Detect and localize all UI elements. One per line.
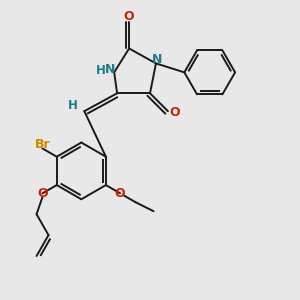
Text: O: O	[37, 188, 48, 200]
Text: O: O	[124, 10, 134, 23]
Text: O: O	[169, 106, 180, 119]
Text: N: N	[104, 63, 115, 76]
Text: O: O	[115, 187, 125, 200]
Text: N: N	[152, 53, 162, 66]
Text: Br: Br	[35, 138, 50, 151]
Text: H: H	[68, 99, 77, 112]
Text: H: H	[96, 64, 106, 77]
